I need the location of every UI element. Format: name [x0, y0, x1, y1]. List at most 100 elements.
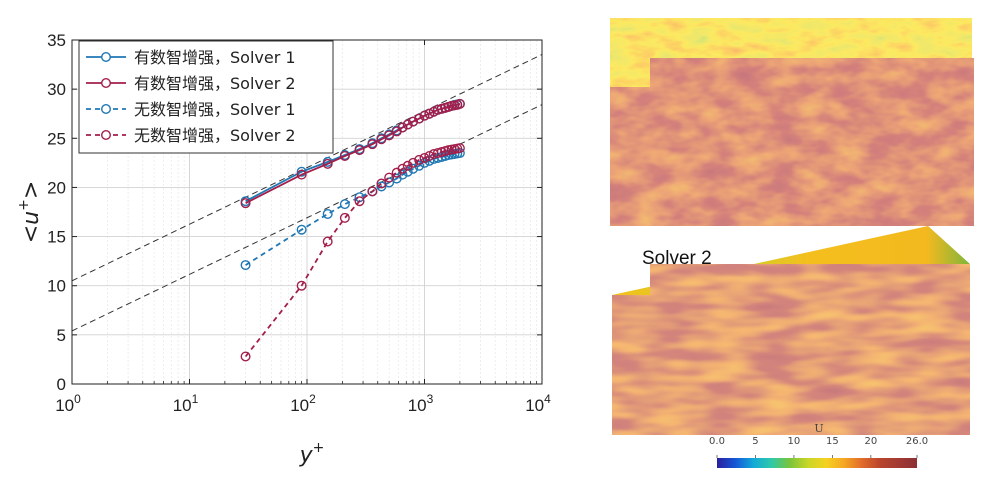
data-point: [424, 155, 435, 166]
legend: 有数智增强，Solver 1 有数智增强，Solver 2 无数智增强，Solver…: [78, 40, 334, 154]
data-point: [384, 177, 395, 188]
velocity-field-panel: [610, 18, 974, 468]
grid: [71, 39, 543, 385]
data-point: [397, 163, 408, 174]
data-point: [408, 116, 419, 127]
solver2-title: Solver 2: [642, 248, 712, 269]
data-point: [432, 104, 443, 115]
data-point: [419, 152, 430, 163]
data-point: [322, 208, 333, 219]
solver1-title: Solver 1: [638, 33, 708, 54]
data-point: [454, 98, 465, 109]
series-layer: [240, 98, 465, 362]
data-point: [432, 148, 443, 159]
data-point: [354, 145, 365, 156]
colorbar: [717, 458, 917, 468]
legend-entry: 无数智增强，Solver 2: [86, 126, 296, 145]
legend-entry: 有数智增强，Solver 2: [86, 74, 296, 93]
data-point: [339, 199, 350, 210]
x-tick-label: 102: [290, 392, 316, 415]
data-point: [397, 169, 408, 180]
colorbar-tick-label: 0.0: [709, 436, 725, 447]
y-tick-label: 15: [47, 228, 66, 247]
colorbar-tick-label: 10: [787, 436, 801, 447]
colorbar-ticks: [716, 455, 918, 458]
x-tick-label: 104: [525, 392, 551, 415]
data-point: [322, 158, 333, 169]
series-2: [240, 98, 465, 209]
x-tick-label: 103: [408, 392, 434, 415]
legend-box: [78, 40, 334, 154]
data-point: [402, 119, 413, 130]
y-tick-label: 0: [57, 375, 66, 394]
solver1-side-face: [610, 87, 652, 226]
solver1-block: [610, 18, 974, 226]
data-point: [408, 163, 419, 174]
y-tick-label: 20: [47, 178, 66, 197]
legend-label: 有数智增强，Solver 1: [134, 48, 296, 67]
data-point: [414, 154, 425, 165]
colorbar-tick-label: 26.0: [905, 436, 929, 447]
solver2-side-face: [612, 295, 652, 435]
y-tick-label: 30: [47, 80, 66, 99]
x-tick-label: 101: [173, 392, 199, 415]
data-point: [397, 122, 408, 133]
data-point: [367, 186, 378, 197]
y-axis-title: <u+>: [16, 181, 44, 244]
colorbar-tick-label: 15: [826, 436, 839, 447]
data-point: [402, 166, 413, 177]
data-point: [240, 198, 251, 209]
legend-entry: 有数智增强，Solver 1: [86, 48, 296, 67]
data-point: [414, 160, 425, 171]
data-point: [424, 108, 435, 119]
data-point: [296, 280, 307, 291]
line-chart: 0 5 10 15 20 25 30 35 100 101 102 103 104 有数智增强，Solv…: [16, 31, 551, 468]
data-point: [339, 212, 350, 223]
data-point: [240, 351, 251, 362]
axis-ticks: 0 5 10 15 20 25 30 35 100 101 102 103 104: [47, 31, 551, 415]
reference-line-2: [71, 104, 543, 332]
y-tick-label: 35: [47, 31, 66, 50]
data-point: [408, 157, 419, 168]
reference-lines: [71, 54, 543, 332]
solver2-top-face: [612, 226, 970, 335]
y-tick-label: 25: [47, 129, 66, 148]
data-point: [384, 130, 395, 141]
legend-marker: [100, 129, 111, 140]
y-tick-label: 5: [57, 326, 66, 345]
data-point: [367, 139, 378, 150]
solver1-front-face: [650, 58, 974, 226]
x-axis-title: y+: [299, 440, 325, 468]
colorbar-tick-label: 20: [864, 436, 878, 447]
solver2-front-face: [650, 264, 970, 435]
legend-label: 有数智增强，Solver 2: [134, 74, 296, 93]
data-point: [296, 169, 307, 180]
data-point: [354, 196, 365, 207]
solver2-block: [612, 226, 970, 435]
colorbar-tick-label: 5: [752, 436, 759, 447]
data-point: [296, 166, 307, 177]
data-point: [384, 172, 395, 183]
legend-label: 无数智增强，Solver 1: [134, 100, 296, 119]
data-point: [322, 236, 333, 247]
legend-marker: [100, 52, 111, 63]
data-point: [376, 178, 387, 189]
data-point: [419, 110, 430, 121]
colorbar-title: U: [814, 422, 824, 435]
series-line: [245, 152, 461, 266]
legend-label: 无数智增强，Solver 2: [134, 126, 296, 145]
series-line: [244, 147, 461, 358]
legend-entry: 无数智增强，Solver 1: [86, 100, 296, 119]
data-point: [339, 150, 350, 161]
data-point: [376, 134, 387, 145]
y-tick-label: 10: [47, 277, 66, 296]
legend-marker: [100, 77, 111, 88]
data-point: [296, 224, 307, 235]
data-point: [240, 260, 251, 271]
legend-marker: [100, 103, 111, 114]
data-point: [454, 143, 465, 154]
solver1-top-face: [610, 18, 972, 128]
data-point: [414, 113, 425, 124]
x-tick-label: 100: [55, 392, 81, 415]
series-4: [240, 143, 465, 362]
